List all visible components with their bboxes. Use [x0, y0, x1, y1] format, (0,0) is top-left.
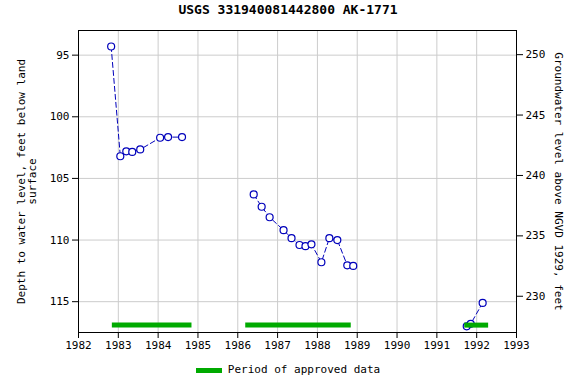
svg-text:1984: 1984 — [145, 339, 172, 352]
svg-text:115: 115 — [50, 295, 70, 308]
svg-text:1993: 1993 — [503, 339, 530, 352]
svg-text:230: 230 — [526, 290, 546, 303]
svg-text:95: 95 — [56, 49, 69, 62]
svg-text:1989: 1989 — [344, 339, 371, 352]
svg-text:Groundwater level above NGVD 1: Groundwater level above NGVD 1929, feet — [552, 52, 565, 310]
svg-text:100: 100 — [50, 110, 70, 123]
svg-text:235: 235 — [526, 229, 546, 242]
svg-text:1988: 1988 — [304, 339, 331, 352]
svg-text:Depth to water level, feet bel: Depth to water level, feet below landsur… — [15, 59, 39, 304]
svg-text:105: 105 — [50, 172, 70, 185]
svg-text:1982: 1982 — [65, 339, 92, 352]
svg-text:1992: 1992 — [463, 339, 490, 352]
svg-text:1987: 1987 — [264, 339, 291, 352]
svg-text:110: 110 — [50, 234, 70, 247]
svg-text:245: 245 — [526, 109, 546, 122]
html-text:Period of approved data: Period of approved data — [227, 363, 381, 376]
svg-text:1991: 1991 — [424, 339, 451, 352]
svg-text:240: 240 — [526, 169, 546, 182]
svg-text:1990: 1990 — [384, 339, 411, 352]
svg-text:250: 250 — [526, 48, 546, 61]
svg-text:1983: 1983 — [105, 339, 131, 352]
svg-text:1985: 1985 — [185, 339, 212, 352]
html-text:USGS 331940081442800 AK-1771: USGS 331940081442800 AK-1771 — [178, 2, 398, 17]
svg-text:1986: 1986 — [225, 339, 252, 352]
